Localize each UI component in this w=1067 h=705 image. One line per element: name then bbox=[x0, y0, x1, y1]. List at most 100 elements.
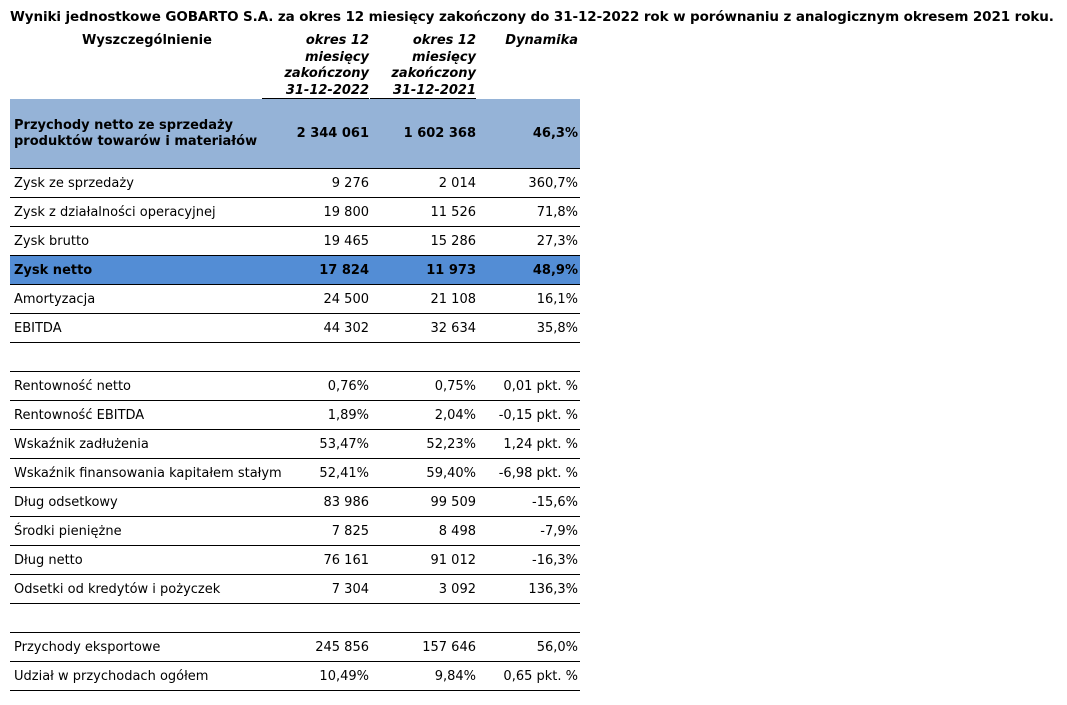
row-value-2022: 83 986 bbox=[323, 494, 370, 510]
row-value-2021: 157 646 bbox=[422, 639, 476, 655]
table-row: EBITDA 44 302 32 634 35,8% bbox=[10, 314, 580, 343]
table-row: Amortyzacja 24 500 21 108 16,1% bbox=[10, 285, 580, 314]
row-value-2022: 52,41% bbox=[319, 465, 369, 481]
table-row: Przychody eksportowe 245 856 157 646 56,… bbox=[10, 633, 580, 662]
row-value-2021: 9,84% bbox=[434, 668, 476, 684]
table-row: Środki pieniężne 7 825 8 498 -7,9% bbox=[10, 517, 580, 546]
row-dynamics: 0,65 pkt. % bbox=[503, 668, 578, 684]
table-row: Wskaźnik finansowania kapitałem stałym 5… bbox=[10, 459, 580, 488]
row-dynamics: 56,0% bbox=[536, 639, 578, 655]
report-title: Wyniki jednostkowe GOBARTO S.A. za okres… bbox=[10, 9, 1054, 25]
row-value-2021: 91 012 bbox=[430, 552, 477, 568]
row-dynamics: 27,3% bbox=[536, 233, 578, 249]
row-dynamics: 35,8% bbox=[536, 320, 578, 336]
header-line: miesięcy bbox=[411, 49, 476, 65]
row-value-2021: 21 108 bbox=[430, 291, 477, 307]
header-period-2021: okres 12 miesięcy zakończony 31-12-2021 bbox=[370, 33, 476, 99]
row-label: Odsetki od kredytów i pożyczek bbox=[14, 581, 221, 597]
row-dynamics: 46,3% bbox=[532, 126, 578, 141]
row-label: Dług netto bbox=[14, 552, 83, 568]
spacer-row bbox=[10, 604, 580, 633]
header-line: zakończony bbox=[391, 66, 476, 81]
table-row: Rentowność netto 0,76% 0,75% 0,01 pkt. % bbox=[10, 372, 580, 401]
table-row: Dług odsetkowy 83 986 99 509 -15,6% bbox=[10, 488, 580, 517]
row-value-2021: 1 602 368 bbox=[403, 126, 476, 141]
header-line: 31-12-2021 bbox=[392, 82, 476, 98]
row-value-2022: 7 825 bbox=[331, 523, 369, 539]
row-value-2021: 11 973 bbox=[426, 262, 476, 278]
row-dynamics: 0,01 pkt. % bbox=[503, 378, 578, 394]
row-label: Rentowność netto bbox=[14, 378, 131, 394]
row-value-2022: 19 465 bbox=[323, 233, 370, 249]
header-label: Wyszczególnienie bbox=[82, 33, 212, 48]
row-value-2021: 52,23% bbox=[426, 436, 476, 452]
row-value-2021: 8 498 bbox=[438, 523, 476, 539]
row-value-2021: 2 014 bbox=[438, 175, 476, 191]
header-line: okres 12 bbox=[412, 33, 476, 48]
header-period-2022: okres 12 miesięcy zakończony 31-12-2022 bbox=[262, 33, 369, 99]
row-dynamics: 136,3% bbox=[528, 581, 578, 597]
header-line: miesięcy bbox=[304, 49, 369, 65]
row-label: Środki pieniężne bbox=[14, 523, 122, 539]
table-row: Dług netto 76 161 91 012 -16,3% bbox=[10, 546, 580, 575]
table-row: Zysk brutto 19 465 15 286 27,3% bbox=[10, 227, 580, 256]
row-dynamics: -16,3% bbox=[532, 552, 578, 568]
table-row: Zysk ze sprzedaży 9 276 2 014 360,7% bbox=[10, 169, 580, 198]
row-dynamics: -0,15 pkt. % bbox=[498, 407, 578, 423]
table-row: Udział w przychodach ogółem 10,49% 9,84%… bbox=[10, 662, 580, 691]
row-value-2021: 59,40% bbox=[426, 465, 476, 481]
row-label: EBITDA bbox=[14, 320, 62, 336]
spacer-row bbox=[10, 343, 580, 372]
header-line: okres 12 bbox=[305, 33, 369, 48]
table-row: Przychody netto ze sprzedaży produktów t… bbox=[10, 99, 580, 169]
row-dynamics: -6,98 pkt. % bbox=[498, 465, 578, 481]
row-label: Zysk ze sprzedaży bbox=[14, 175, 134, 191]
row-dynamics: 1,24 pkt. % bbox=[503, 436, 578, 452]
row-value-2022: 44 302 bbox=[323, 320, 370, 336]
row-value-2021: 15 286 bbox=[430, 233, 477, 249]
row-value-2021: 2,04% bbox=[434, 407, 476, 423]
row-value-2021: 0,75% bbox=[434, 378, 476, 394]
table-row: Rentowność EBITDA 1,89% 2,04% -0,15 pkt.… bbox=[10, 401, 580, 430]
header-line: 31-12-2022 bbox=[285, 82, 369, 98]
row-value-2022: 19 800 bbox=[323, 204, 370, 220]
row-label: Dług odsetkowy bbox=[14, 494, 118, 510]
row-value-2022: 245 856 bbox=[315, 639, 369, 655]
row-value-2022: 0,76% bbox=[327, 378, 369, 394]
row-label: Wskaźnik finansowania kapitałem stałym bbox=[14, 465, 282, 481]
row-dynamics: 360,7% bbox=[528, 175, 578, 191]
row-value-2022: 17 824 bbox=[319, 262, 369, 278]
row-value-2021: 99 509 bbox=[430, 494, 477, 510]
header-underline bbox=[370, 98, 476, 99]
row-value-2022: 53,47% bbox=[319, 436, 369, 452]
row-label: Zysk brutto bbox=[14, 233, 90, 249]
header-line: zakończony bbox=[284, 66, 369, 81]
row-value-2022: 9 276 bbox=[331, 175, 369, 191]
table-row: Odsetki od kredytów i pożyczek 7 304 3 0… bbox=[10, 575, 580, 604]
row-value-2022: 2 344 061 bbox=[296, 126, 369, 141]
row-label: Udział w przychodach ogółem bbox=[14, 668, 209, 684]
row-value-2022: 1,89% bbox=[327, 407, 369, 423]
row-label: Przychody netto ze sprzedaży produktów t… bbox=[14, 117, 258, 149]
row-value-2021: 3 092 bbox=[438, 581, 476, 597]
header-dynamics: Dynamika bbox=[505, 33, 578, 48]
row-dynamics: 71,8% bbox=[536, 204, 578, 220]
row-value-2021: 11 526 bbox=[430, 204, 477, 220]
row-label: Przychody eksportowe bbox=[14, 639, 161, 655]
row-label: Zysk netto bbox=[14, 262, 93, 278]
table-row: Zysk z działalności operacyjnej 19 800 1… bbox=[10, 198, 580, 227]
row-label: Amortyzacja bbox=[14, 291, 96, 307]
header-underline bbox=[262, 98, 369, 99]
row-label: Wskaźnik zadłużenia bbox=[14, 436, 149, 452]
table-row: Zysk netto 17 824 11 973 48,9% bbox=[10, 256, 580, 285]
row-value-2022: 7 304 bbox=[331, 581, 369, 597]
row-value-2022: 76 161 bbox=[323, 552, 370, 568]
row-value-2022: 24 500 bbox=[323, 291, 370, 307]
row-dynamics: -15,6% bbox=[532, 494, 578, 510]
table-row: Wskaźnik zadłużenia 53,47% 52,23% 1,24 p… bbox=[10, 430, 580, 459]
row-dynamics: 16,1% bbox=[536, 291, 578, 307]
row-dynamics: -7,9% bbox=[540, 523, 578, 539]
row-label: Rentowność EBITDA bbox=[14, 407, 145, 423]
row-label: Zysk z działalności operacyjnej bbox=[14, 204, 216, 220]
row-value-2022: 10,49% bbox=[319, 668, 369, 684]
